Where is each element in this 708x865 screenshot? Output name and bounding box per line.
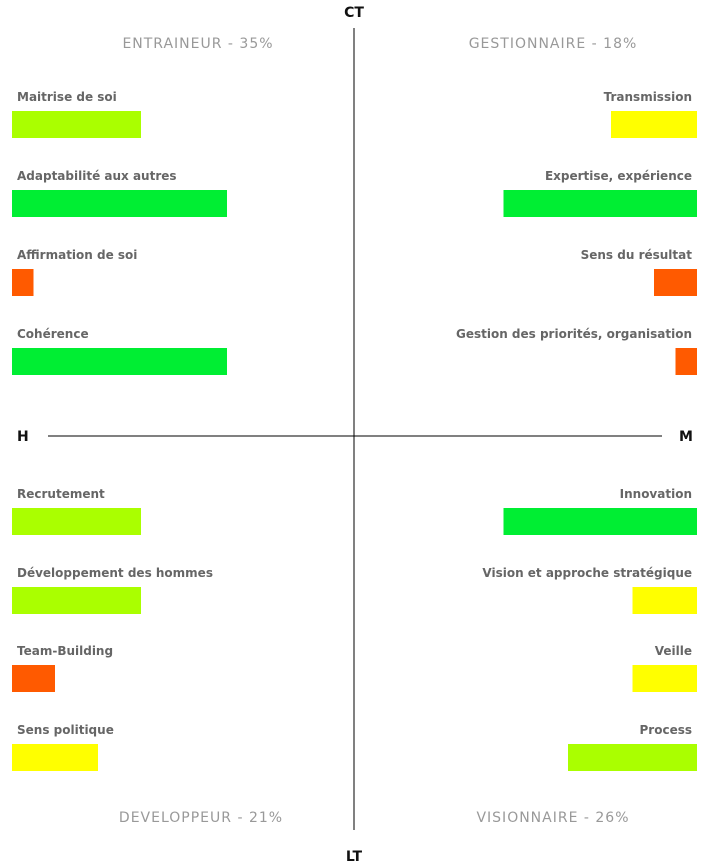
bar-label-bl-2: Team-Building: [17, 644, 113, 658]
bar-label-tr-3: Gestion des priorités, organisation: [456, 327, 692, 341]
bar-br-0: [503, 508, 697, 535]
bar-bl-0: [12, 508, 141, 535]
bar-tr-1: [503, 190, 697, 217]
bar-label-tl-0: Maitrise de soi: [17, 90, 117, 104]
axis-label-bottom: LT: [346, 849, 363, 865]
bar-tr-3: [675, 348, 697, 375]
axis-label-top: CT: [344, 5, 364, 21]
bar-label-tl-3: Cohérence: [17, 327, 89, 341]
bar-label-br-3: Process: [640, 723, 693, 737]
bar-label-bl-1: Développement des hommes: [17, 566, 213, 580]
bar-br-1: [632, 587, 697, 614]
bar-label-br-1: Vision et approche stratégique: [482, 566, 692, 580]
quadrant-title-br: VISIONNAIRE - 26%: [476, 810, 629, 826]
bar-tl-1: [12, 190, 227, 217]
bar-label-bl-3: Sens politique: [17, 723, 114, 737]
bar-tr-2: [654, 269, 697, 296]
quadrant-title-tl: ENTRAINEUR - 35%: [122, 36, 273, 52]
bar-label-br-0: Innovation: [620, 487, 692, 501]
bar-label-bl-0: Recrutement: [17, 487, 105, 501]
axis-label-right: M: [679, 429, 693, 445]
bar-label-tl-1: Adaptabilité aux autres: [17, 169, 177, 183]
bar-label-br-2: Veille: [655, 644, 692, 658]
bar-label-tr-2: Sens du résultat: [581, 248, 693, 262]
bar-br-3: [568, 744, 697, 771]
quadrant-title-bl: DEVELOPPEUR - 21%: [119, 810, 283, 826]
bar-label-tr-0: Transmission: [604, 90, 692, 104]
bar-tl-0: [12, 111, 141, 138]
bar-tr-0: [611, 111, 697, 138]
chart-marks: ENTRAINEUR - 35% Maitrise de soi Adaptabil…: [12, 36, 697, 826]
bar-label-tr-1: Expertise, expérience: [545, 169, 692, 183]
axis-label-left: H: [17, 429, 29, 445]
bar-bl-1: [12, 587, 141, 614]
bar-tl-3: [12, 348, 227, 375]
bar-tl-2: [12, 269, 34, 296]
quadrant-title-tr: GESTIONNAIRE - 18%: [469, 36, 638, 52]
bar-label-tl-2: Affirmation de soi: [17, 248, 137, 262]
bar-bl-2: [12, 665, 55, 692]
bar-bl-3: [12, 744, 98, 771]
bar-br-2: [632, 665, 697, 692]
